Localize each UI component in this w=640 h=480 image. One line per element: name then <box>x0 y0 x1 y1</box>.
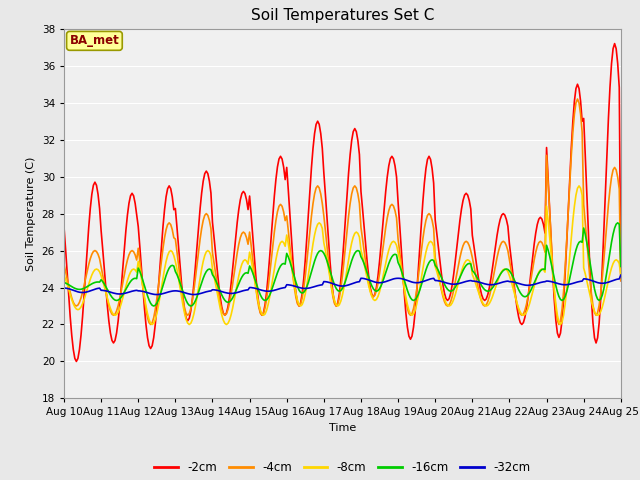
Y-axis label: Soil Temperature (C): Soil Temperature (C) <box>26 156 36 271</box>
Text: BA_met: BA_met <box>70 35 119 48</box>
Title: Soil Temperatures Set C: Soil Temperatures Set C <box>251 9 434 24</box>
Legend: -2cm, -4cm, -8cm, -16cm, -32cm: -2cm, -4cm, -8cm, -16cm, -32cm <box>150 456 535 479</box>
X-axis label: Time: Time <box>329 423 356 433</box>
